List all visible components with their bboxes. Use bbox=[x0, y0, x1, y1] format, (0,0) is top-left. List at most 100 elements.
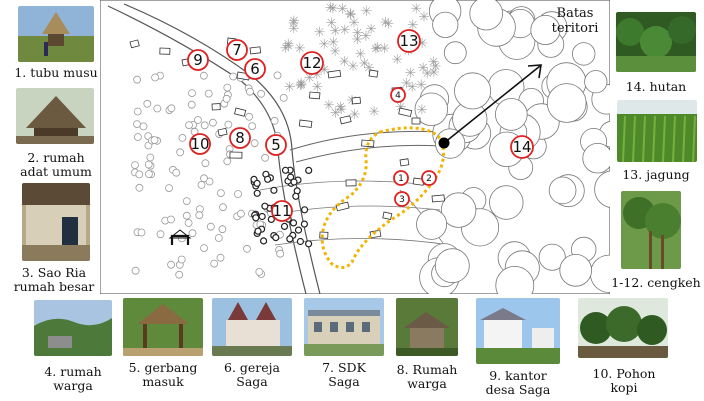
clove-tree bbox=[255, 267, 264, 276]
forest-tree bbox=[572, 42, 596, 66]
map-marker-11: 11 bbox=[271, 200, 293, 222]
caption-kantor-desa-saga: 9. kantor desa Saga bbox=[485, 368, 551, 397]
clove-tree bbox=[222, 94, 231, 103]
caption-rumah-adat-umum: 2. rumah adat umum bbox=[20, 150, 92, 179]
forest-tree bbox=[538, 243, 566, 271]
coffee-tree bbox=[261, 202, 269, 210]
photo-rumah-adat-umum bbox=[16, 88, 94, 144]
forest-tree bbox=[582, 143, 610, 174]
clove-tree bbox=[156, 230, 165, 239]
crop-plant bbox=[407, 81, 418, 92]
crop-plant bbox=[345, 9, 356, 20]
crop-plant bbox=[352, 27, 363, 38]
forest-tree bbox=[494, 98, 528, 131]
clove-tree bbox=[273, 71, 282, 80]
crop-plant bbox=[428, 56, 439, 67]
caption-tubu-musu: 1. tubu musu bbox=[14, 65, 98, 80]
map-marker-5: 5 bbox=[265, 134, 287, 156]
crop-plant bbox=[407, 19, 418, 30]
crop-plant bbox=[296, 78, 307, 88]
map-marker-4: 4 bbox=[390, 87, 406, 103]
coffee-tree bbox=[260, 237, 268, 245]
crop-plant bbox=[430, 61, 441, 71]
photo-tubu-musu bbox=[18, 6, 94, 62]
clove-tree bbox=[165, 184, 173, 193]
clove-tree bbox=[195, 211, 204, 220]
map-marker-12: 12 bbox=[300, 51, 324, 75]
coffee-tree bbox=[264, 175, 272, 183]
clove-tree bbox=[250, 139, 259, 148]
photo-rumah-warga-8-image bbox=[396, 298, 458, 356]
house bbox=[351, 96, 362, 105]
map-marker-label: 8 bbox=[235, 129, 245, 147]
map-marker-label: 11 bbox=[272, 202, 291, 220]
forest-tree bbox=[440, 192, 477, 228]
crop-plant bbox=[369, 106, 380, 117]
crop-plant bbox=[283, 38, 294, 49]
crop-plant bbox=[348, 60, 358, 71]
clove-tree bbox=[133, 107, 142, 116]
clove-tree bbox=[200, 174, 208, 183]
photo-rumah-warga-4-image bbox=[34, 300, 112, 356]
clove-tree bbox=[151, 73, 159, 82]
caption-cengkeh: 1-12. cengkeh bbox=[611, 275, 701, 290]
house bbox=[159, 47, 171, 55]
clove-tree bbox=[245, 112, 254, 121]
boundary-label: Batas teritori bbox=[551, 6, 599, 36]
clove-tree bbox=[133, 120, 141, 128]
photo-hutan bbox=[616, 12, 696, 72]
map-marker-10: 10 bbox=[189, 133, 211, 155]
photo-hutan-image bbox=[616, 12, 696, 72]
crop-plant bbox=[422, 68, 433, 79]
clove-tree bbox=[188, 229, 197, 238]
map-marker-13: 13 bbox=[397, 29, 421, 53]
crop-plant bbox=[370, 43, 381, 54]
clove-tree bbox=[167, 260, 175, 269]
crop-plant bbox=[416, 79, 427, 90]
map-marker-label: 13 bbox=[399, 32, 418, 50]
map-marker-6: 6 bbox=[244, 58, 266, 80]
clove-tree bbox=[188, 89, 196, 97]
coffee-tree bbox=[292, 192, 300, 200]
house bbox=[398, 107, 413, 118]
clove-tree bbox=[131, 161, 139, 170]
clove-tree bbox=[135, 170, 144, 179]
crop-plant bbox=[401, 77, 412, 88]
coffee-tree bbox=[296, 237, 304, 246]
clove-tree bbox=[134, 133, 142, 141]
crop-plant bbox=[326, 17, 337, 28]
clove-tree bbox=[276, 249, 285, 258]
photo-sao-ria bbox=[22, 183, 90, 261]
caption-rumah-warga-4: 4. rumah warga bbox=[44, 364, 102, 393]
clove-tree bbox=[218, 225, 227, 234]
photo-sdk-saga bbox=[304, 298, 384, 356]
crop-plant bbox=[416, 104, 427, 115]
main-road-edge bbox=[123, 3, 321, 294]
forest-tree bbox=[495, 266, 535, 294]
map-marker-label: 9 bbox=[193, 51, 203, 69]
crop-plant bbox=[364, 62, 374, 73]
map-marker-9: 9 bbox=[187, 49, 209, 71]
coffee-tree bbox=[252, 214, 260, 222]
boundary-point bbox=[438, 137, 450, 149]
crop-plant bbox=[339, 56, 350, 67]
house bbox=[382, 211, 393, 221]
coffee-tree bbox=[253, 189, 261, 197]
forest-tree bbox=[416, 208, 448, 240]
caption-rumah-warga-8: 8. Rumah warga bbox=[396, 362, 458, 391]
crop-plant bbox=[360, 30, 371, 41]
map-marker-label: 10 bbox=[190, 135, 209, 153]
clove-tree bbox=[261, 153, 270, 162]
coffee-tree bbox=[258, 212, 266, 221]
clove-tree bbox=[217, 189, 225, 198]
photo-sdk-image bbox=[304, 298, 384, 356]
crop-plant bbox=[327, 3, 338, 13]
crop-plant bbox=[349, 17, 359, 28]
coffee-tree bbox=[287, 173, 295, 181]
house bbox=[345, 179, 357, 187]
photo-gereja-image bbox=[212, 298, 292, 356]
photo-jagung-image bbox=[617, 100, 697, 162]
map-marker-label: 3 bbox=[399, 195, 405, 205]
photo-rumah-warga-8 bbox=[396, 298, 458, 356]
